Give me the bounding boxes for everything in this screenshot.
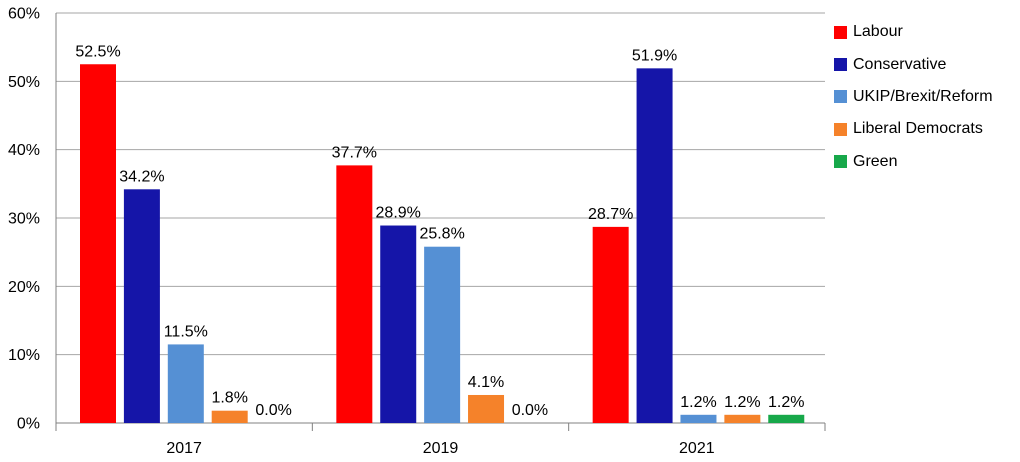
data-label: 4.1%	[468, 374, 504, 391]
bar-liberal-democrats-2019	[468, 394, 505, 423]
bar-ukip-brexit-reform-2017	[167, 344, 204, 423]
legend-label-liberal-democrats: Liberal Democrats	[853, 120, 983, 138]
legend-label-labour: Labour	[853, 23, 903, 41]
y-tick-label: 20%	[8, 279, 40, 296]
legend-label-ukip-brexit-reform: UKIP/Brexit/Reform	[853, 87, 993, 105]
legend-item-green: Green	[834, 146, 993, 178]
data-label: 1.2%	[680, 394, 716, 411]
legend-item-conservative: Conservative	[834, 48, 993, 80]
legend-swatch-labour	[834, 25, 847, 39]
legend-swatch-liberal-democrats	[834, 122, 847, 136]
data-label: 11.5%	[164, 323, 208, 340]
data-label: 37.7%	[332, 144, 377, 161]
bar-conservative-2017	[123, 189, 160, 423]
y-tick-label: 60%	[8, 6, 40, 23]
x-tick-label: 2017	[166, 440, 202, 457]
data-label: 52.5%	[75, 43, 120, 60]
y-tick-label: 10%	[8, 347, 40, 364]
y-tick-label: 30%	[8, 211, 40, 228]
data-label: 28.9%	[376, 205, 421, 222]
data-label: 34.2%	[119, 168, 164, 185]
data-label: 1.8%	[211, 390, 247, 407]
data-label: 28.7%	[588, 206, 633, 223]
bar-liberal-democrats-2021	[724, 414, 761, 423]
data-label: 0.0%	[255, 402, 291, 419]
y-tick-label: 50%	[8, 74, 40, 91]
bar-ukip-brexit-reform-2021	[680, 414, 717, 423]
data-label: 25.8%	[419, 226, 464, 243]
legend-label-conservative: Conservative	[853, 55, 947, 73]
y-tick-label: 0%	[17, 416, 40, 433]
bar-conservative-2019	[380, 225, 417, 423]
data-label: 51.9%	[632, 47, 677, 64]
bar-green-2021	[768, 414, 805, 423]
y-tick-label: 40%	[8, 142, 40, 159]
bar-labour-2019	[336, 165, 373, 423]
x-tick-label: 2019	[423, 440, 459, 457]
legend-swatch-ukip-brexit-reform	[834, 90, 847, 104]
bar-labour-2021	[592, 226, 629, 423]
bar-conservative-2021	[636, 68, 673, 423]
data-label: 0.0%	[512, 402, 548, 419]
data-label: 1.2%	[768, 394, 804, 411]
legend-item-ukip-brexit-reform: UKIP/Brexit/Reform	[834, 81, 993, 113]
x-tick-label: 2021	[679, 440, 715, 457]
data-label: 1.2%	[724, 394, 760, 411]
legend-swatch-conservative	[834, 58, 847, 72]
legend-item-labour: Labour	[834, 16, 993, 48]
bar-liberal-democrats-2017	[211, 410, 248, 423]
legend: Labour Conservative UKIP/Brexit/Reform L…	[834, 16, 993, 178]
bar-ukip-brexit-reform-2019	[424, 246, 461, 423]
legend-label-green: Green	[853, 152, 898, 170]
legend-swatch-green	[834, 155, 847, 169]
bar-labour-2017	[80, 64, 116, 423]
legend-item-liberal-democrats: Liberal Democrats	[834, 113, 993, 145]
